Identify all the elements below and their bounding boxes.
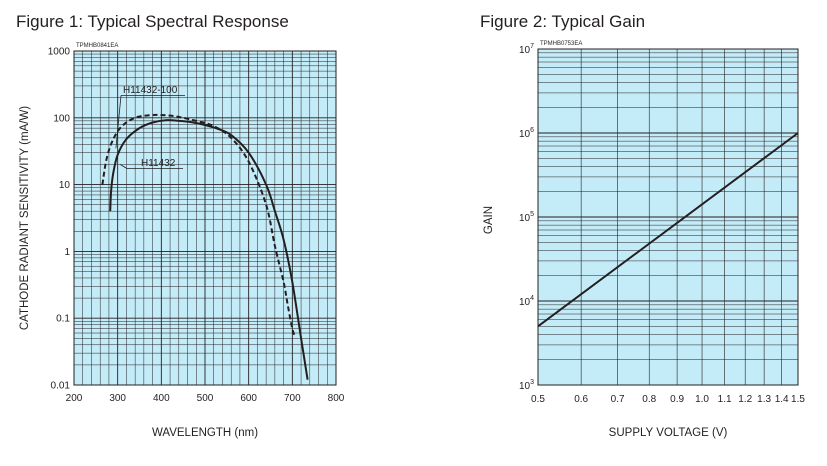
x-tick-label: 1.2 bbox=[738, 394, 752, 405]
x-tick-label: 1.5 bbox=[791, 394, 805, 405]
figure-1-spectral-response: Figure 1: Typical Spectral Response TPMH… bbox=[16, 12, 345, 439]
figure-1-frame bbox=[73, 50, 337, 386]
x-tick-label: 700 bbox=[284, 393, 301, 404]
figure-2-title: Figure 2: Typical Gain bbox=[480, 12, 645, 31]
series-line-gain bbox=[537, 132, 799, 328]
y-tick-label: 104 bbox=[519, 295, 534, 308]
x-tick-label: 1.4 bbox=[775, 394, 789, 405]
annotation-leader bbox=[115, 95, 122, 149]
figure-2-x-axis-label: SUPPLY VOLTAGE (V) bbox=[609, 427, 728, 439]
figure-2-grid bbox=[537, 49, 799, 386]
y-tick-label: 107 bbox=[519, 43, 534, 56]
x-tick-label: 300 bbox=[109, 393, 126, 404]
figure-1-series bbox=[101, 113, 309, 380]
y-tick-label: 0.1 bbox=[56, 314, 70, 325]
series-line-h11432 bbox=[109, 119, 309, 380]
x-tick-label: 1.0 bbox=[695, 394, 709, 405]
figure-1-title: Figure 1: Typical Spectral Response bbox=[16, 12, 289, 31]
figure-2-y-tick-labels: 107 106 105 104 103 bbox=[519, 43, 534, 392]
y-tick-label: 106 bbox=[519, 127, 534, 140]
annotation-h11432: H11432 bbox=[141, 158, 176, 169]
figure-2-x-tick-labels: 0.5 0.6 0.7 0.8 0.9 1.0 1.1 1.2 1.3 1.4 1.5 bbox=[531, 394, 805, 405]
figure-1-y-axis-label: CATHODE RADIANT SENSITIVITY (mA/W) bbox=[19, 106, 31, 330]
x-tick-label: 800 bbox=[328, 393, 345, 404]
figure-2-series bbox=[537, 132, 799, 328]
figure-1-annotations: H11432-100 H11432 bbox=[115, 85, 185, 169]
x-tick-label: 0.7 bbox=[611, 394, 625, 405]
x-tick-label: 0.5 bbox=[531, 394, 545, 405]
y-tick-label: 100 bbox=[53, 113, 70, 124]
figure-1-y-tick-labels: 1000 100 10 1 0.1 0.01 bbox=[48, 47, 71, 392]
x-tick-label: 600 bbox=[240, 393, 257, 404]
y-tick-label: 1 bbox=[64, 247, 70, 258]
x-tick-label: 200 bbox=[66, 393, 83, 404]
figure-2-code: TPMHB0753EA bbox=[540, 41, 582, 47]
x-tick-label: 0.6 bbox=[574, 394, 588, 405]
y-tick-label: 0.01 bbox=[51, 381, 71, 392]
figure-2-frame bbox=[537, 48, 799, 386]
figure-1-x-tick-labels: 200 300 400 500 600 700 800 bbox=[66, 393, 345, 404]
figure-1-grid bbox=[73, 51, 337, 386]
figure-2-y-axis-label: GAIN bbox=[483, 206, 495, 234]
y-tick-label: 10 bbox=[59, 180, 71, 191]
x-tick-label: 1.1 bbox=[718, 394, 732, 405]
figure-1-code: TPMHB0841EA bbox=[76, 43, 118, 49]
y-tick-label: 103 bbox=[519, 379, 534, 392]
x-tick-label: 400 bbox=[153, 393, 170, 404]
x-tick-label: 0.8 bbox=[642, 394, 656, 405]
x-tick-label: 0.9 bbox=[670, 394, 684, 405]
figure-1-x-axis-label: WAVELENGTH (nm) bbox=[152, 427, 258, 439]
annotation-h11432-100: H11432-100 bbox=[123, 85, 178, 96]
y-tick-label: 1000 bbox=[48, 47, 71, 58]
figure-2-typical-gain: Figure 2: Typical Gain TPMHB0753EA 10710… bbox=[480, 12, 805, 439]
annotation-leader bbox=[120, 164, 128, 169]
series-line-h11432-100 bbox=[101, 113, 296, 336]
x-tick-label: 500 bbox=[197, 393, 214, 404]
x-tick-label: 1.3 bbox=[757, 394, 771, 405]
y-tick-label: 105 bbox=[519, 211, 534, 224]
